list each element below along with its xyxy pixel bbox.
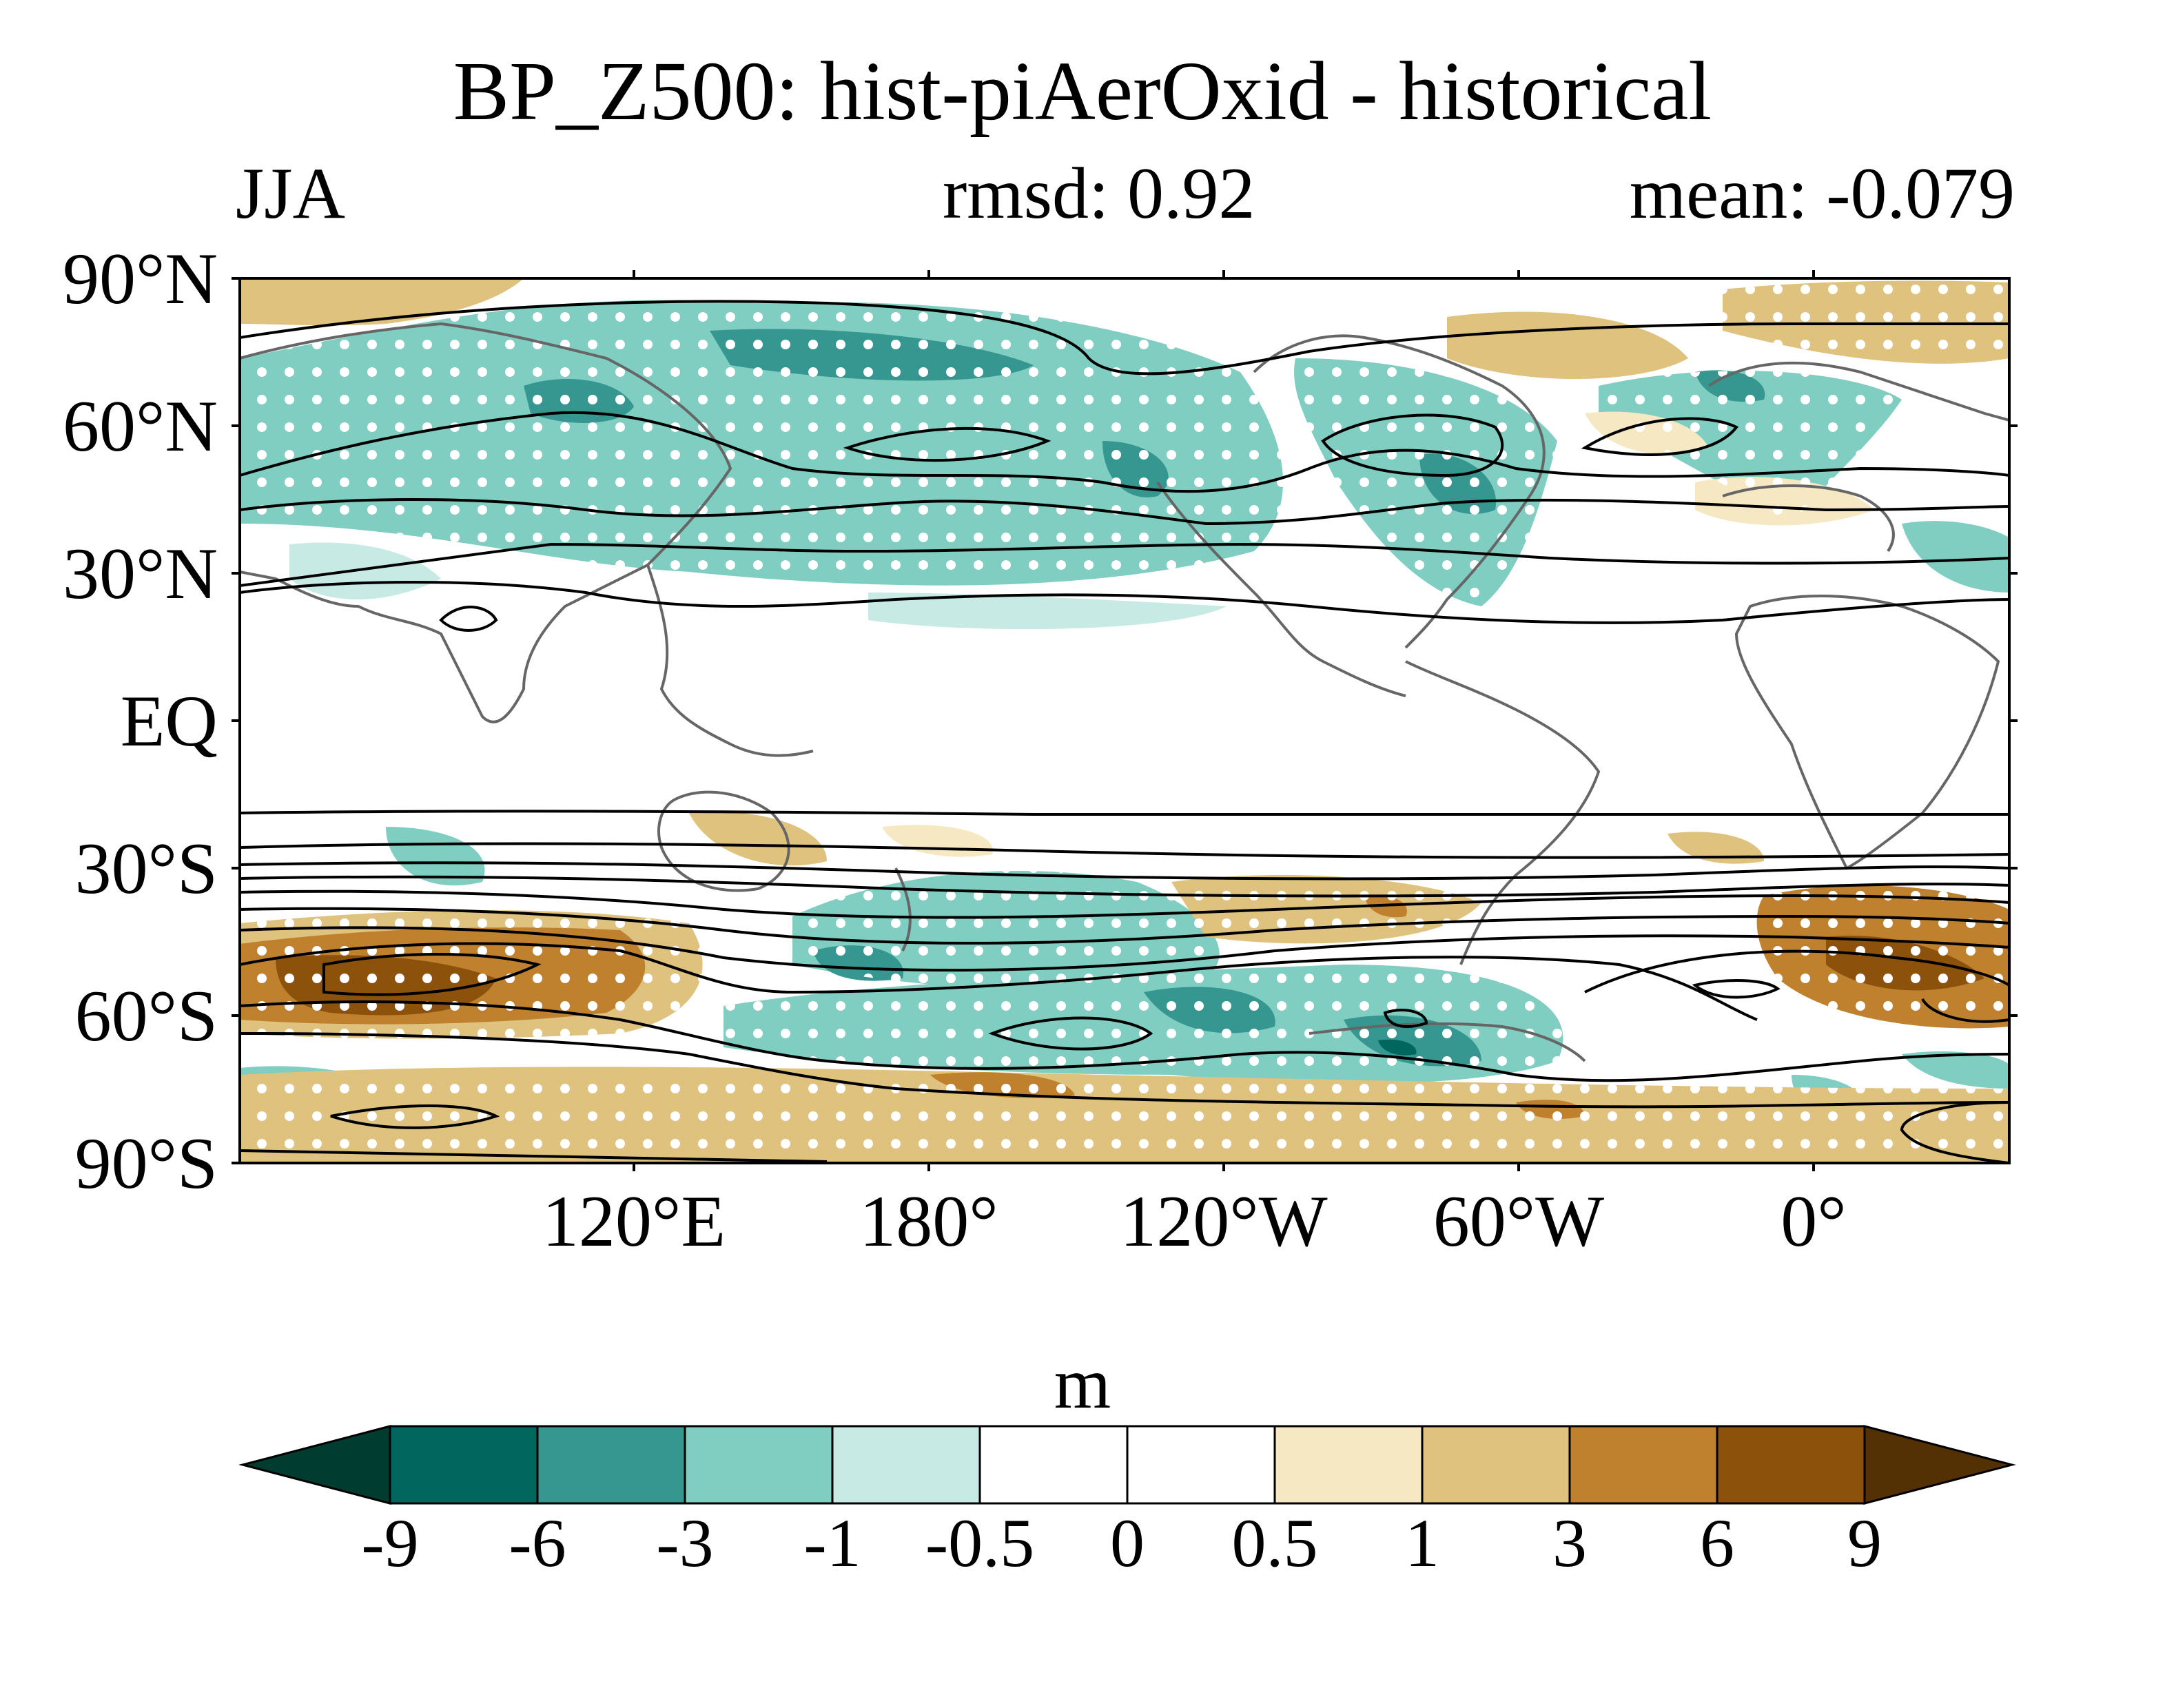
mean-label: mean: -0.079 [1629, 153, 2015, 234]
colorbar-box [1421, 1425, 1571, 1505]
lon-label-0: 0° [1781, 1181, 1847, 1262]
colorbar-label: -1 [803, 1505, 861, 1581]
colorbar-box [1568, 1425, 1718, 1505]
lat-label-60s: 60°S [74, 976, 218, 1056]
colorbar-label: -9 [361, 1505, 419, 1581]
colorbar-box [831, 1425, 981, 1505]
colorbar-extend-high [1863, 1425, 2016, 1505]
colorbar-label: 0 [1110, 1505, 1145, 1581]
colorbar-box [1126, 1425, 1276, 1505]
colorbar-label: 6 [1700, 1505, 1734, 1581]
colorbar-label: -3 [656, 1505, 714, 1581]
colorbar-label: 9 [1847, 1505, 1882, 1581]
colorbar-label: -6 [509, 1505, 566, 1581]
colorbar [238, 1425, 2016, 1505]
lat-label-90s: 90°S [74, 1123, 218, 1204]
anomaly-field [240, 278, 2009, 1163]
colorbar-units: m [1054, 1343, 1111, 1423]
lon-label-60w: 60°W [1433, 1181, 1605, 1262]
colorbar-box [389, 1425, 539, 1505]
rmsd-label: rmsd: 0.92 [943, 153, 1255, 234]
colorbar-box [1273, 1425, 1424, 1505]
season-label: JJA [236, 153, 346, 234]
climatology-contours [240, 300, 2009, 1163]
colorbar-box [536, 1425, 686, 1505]
axis-ticks [232, 270, 2018, 1171]
colorbar-box [684, 1425, 834, 1505]
coastlines [240, 322, 2009, 1062]
lon-label-120w: 120°W [1120, 1181, 1328, 1262]
colorbar-box [978, 1425, 1129, 1505]
colorbar-label: 3 [1552, 1505, 1587, 1581]
colorbar-extend-low [238, 1425, 391, 1505]
lat-label-60n: 60°N [63, 386, 218, 466]
lon-label-120e: 120°E [542, 1181, 726, 1262]
lat-label-90n: 90°N [63, 238, 218, 319]
lat-label-30s: 30°S [74, 828, 218, 909]
lat-label-eq: EQ [120, 681, 218, 761]
colorbar-box [1716, 1425, 1866, 1505]
colorbar-label: -0.5 [925, 1505, 1035, 1581]
colorbar-label: 0.5 [1231, 1505, 1318, 1581]
lat-label-30n: 30°N [63, 533, 218, 614]
map-title: BP_Z500: hist-piAerOxid - historical [453, 45, 1712, 138]
lon-label-180: 180° [859, 1181, 998, 1262]
colorbar-label: 1 [1405, 1505, 1439, 1581]
